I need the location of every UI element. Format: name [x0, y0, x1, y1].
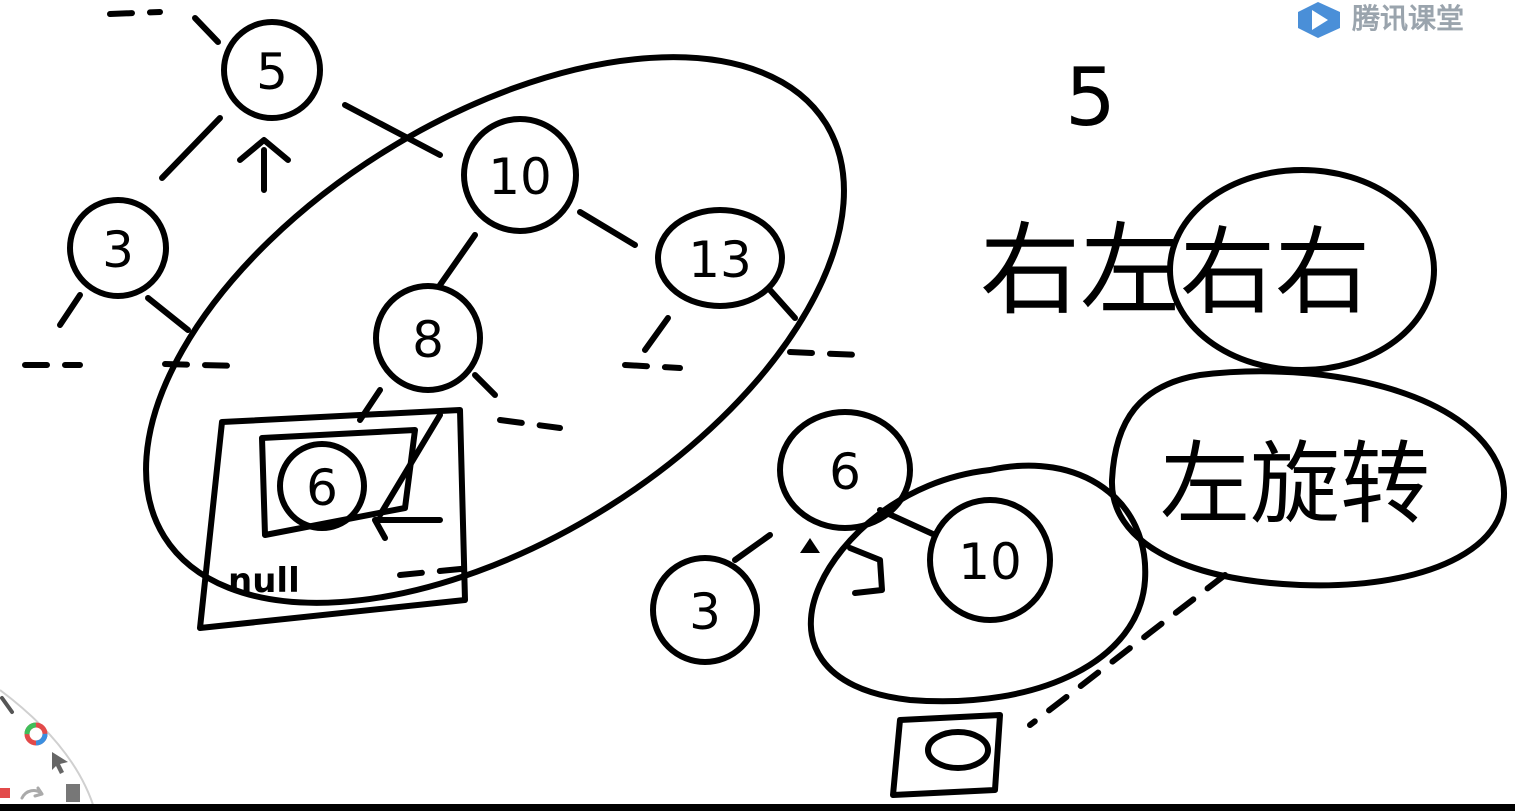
subtree-outline: [143, 54, 847, 606]
node-label: 8: [412, 311, 444, 369]
edge-8-right: [472, 372, 498, 398]
clipboard-icon[interactable]: [66, 784, 80, 802]
highlight-box-inner: [259, 427, 418, 538]
node-3-right: 3: [650, 555, 760, 665]
node-3: 3: [67, 197, 169, 299]
curl-mark: [847, 545, 885, 596]
edge-3-left: [57, 292, 83, 328]
null-mark: [397, 565, 473, 578]
edge-13-left: [642, 315, 671, 353]
node-label: 13: [688, 231, 752, 289]
box-arrow: [372, 517, 443, 541]
node-box: [890, 712, 1003, 798]
pointer-icon[interactable]: [52, 752, 68, 774]
box-slash: [377, 412, 443, 518]
node-10-right: 10: [927, 497, 1053, 623]
right-subtree-outline: [807, 462, 1149, 705]
null-mark: [497, 417, 563, 431]
logo-text: 腾讯课堂: [1352, 2, 1464, 35]
red-tool-icon[interactable]: [0, 788, 10, 798]
node-circle: [67, 197, 169, 299]
null-label: null: [228, 561, 300, 601]
node-circle: [655, 207, 785, 309]
logo-play-triangle: [1312, 10, 1328, 30]
tencent-classroom-logo: 腾讯课堂: [1298, 2, 1464, 38]
edge-13-right: [767, 287, 798, 321]
node-6: 6: [277, 441, 367, 531]
drawing-toolbar: [0, 689, 96, 811]
rotation-type-1: 右左: [980, 212, 1180, 329]
edge-5-top: [192, 15, 221, 45]
bottom-bar: [0, 804, 1515, 811]
rotation-text: 右左: [980, 212, 1180, 329]
node-label: 6: [829, 443, 861, 501]
edge-3-right: [145, 295, 191, 333]
up-arrow: [237, 137, 291, 193]
node-label: 3: [102, 221, 134, 279]
edge-5-10: [342, 102, 443, 158]
node-circle: [221, 19, 323, 121]
node-label: 3: [689, 583, 721, 641]
edge-6-3: [732, 532, 773, 563]
node-label: 5: [256, 43, 288, 101]
edge-10-13: [577, 209, 638, 248]
toolbar-arc: [0, 689, 96, 811]
node-label: 10: [488, 148, 552, 206]
node-13: 13: [655, 207, 785, 309]
edge-5-3: [159, 115, 223, 181]
node-inner: [925, 729, 991, 771]
node-circle: [277, 441, 367, 531]
node-circle: [461, 116, 579, 234]
pencil-icon[interactable]: [0, 696, 14, 714]
node-6-right: 6: [777, 409, 913, 531]
node-circle: [373, 283, 483, 393]
null-mark: [107, 9, 163, 17]
edge-10-8: [437, 232, 478, 288]
redo-icon[interactable]: [20, 786, 44, 800]
highlight-box-outer: [197, 407, 468, 631]
null-mark: [622, 362, 683, 371]
node-label: 回: [1008, 757, 1010, 761]
node-8: 8: [373, 283, 483, 393]
node-10: 10: [461, 116, 579, 234]
rotation-text: 左旋转: [1160, 432, 1430, 537]
cursor-triangle: [800, 538, 820, 553]
color-wheel-icon[interactable]: [24, 722, 48, 746]
node-circle: [927, 497, 1053, 623]
rotation-type-2: 右右: [1167, 167, 1437, 373]
node-circle: [777, 409, 913, 531]
null-mark: [787, 349, 863, 358]
note-line-1: 5: [1065, 51, 1116, 144]
node-label: 6: [306, 459, 338, 517]
dashed-connector: [1027, 572, 1228, 728]
node-circle: [650, 555, 760, 665]
rotation-text: 右右: [1180, 218, 1370, 328]
node-label: 10: [958, 533, 1022, 591]
rotation-outline: [1108, 368, 1507, 589]
node-hui: 回: [890, 712, 1010, 798]
rotation-type-3: 左旋转: [1108, 368, 1507, 589]
node-5: 5: [221, 19, 323, 121]
